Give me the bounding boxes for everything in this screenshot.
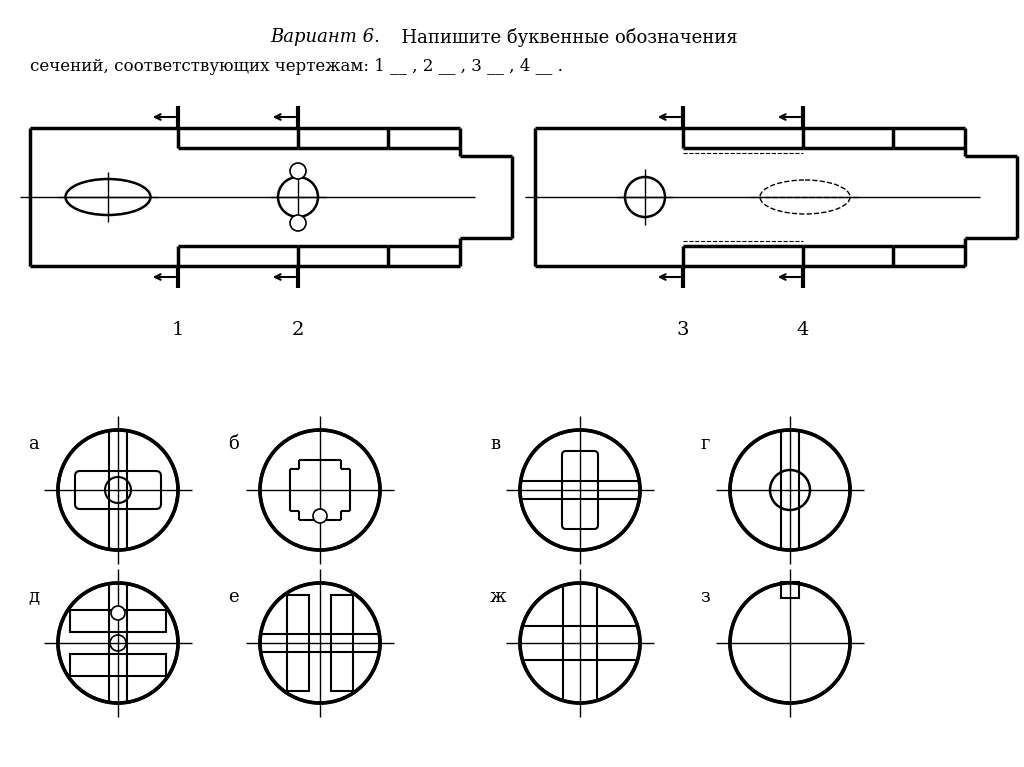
Text: 1: 1 [172, 321, 184, 339]
Bar [70, 654, 166, 676]
Circle shape [110, 635, 126, 651]
Text: Вариант 6.: Вариант 6. [270, 28, 380, 46]
Text: в: в [490, 435, 500, 453]
Text: 4: 4 [797, 321, 809, 339]
Circle shape [770, 470, 810, 510]
Text: б: б [228, 435, 239, 453]
Circle shape [290, 215, 306, 231]
Text: г: г [700, 435, 710, 453]
Bar [781, 582, 799, 598]
Text: а: а [28, 435, 39, 453]
Circle shape [260, 583, 380, 703]
Circle shape [290, 163, 306, 179]
Circle shape [260, 430, 380, 550]
FancyBboxPatch shape [562, 451, 598, 529]
Circle shape [520, 583, 640, 703]
Circle shape [111, 606, 125, 620]
Circle shape [58, 583, 178, 703]
Circle shape [58, 430, 178, 550]
Bar [70, 610, 166, 632]
Text: 3: 3 [677, 321, 689, 339]
Circle shape [520, 430, 640, 550]
Circle shape [730, 583, 850, 703]
Circle shape [313, 509, 327, 523]
FancyBboxPatch shape [75, 471, 161, 509]
Bar [287, 595, 309, 691]
Text: д: д [28, 588, 39, 606]
Text: Напишите буквенные обозначения: Напишите буквенные обозначения [390, 28, 737, 47]
Circle shape [730, 430, 850, 550]
Circle shape [105, 477, 131, 503]
Text: е: е [228, 588, 239, 606]
Bar [331, 595, 353, 691]
Text: сечений, соответствующих чертежам: 1 __ , 2 __ , 3 __ , 4 __ .: сечений, соответствующих чертежам: 1 __ … [30, 58, 563, 75]
Text: з: з [700, 588, 710, 606]
Text: ж: ж [490, 588, 507, 606]
Text: 2: 2 [292, 321, 304, 339]
